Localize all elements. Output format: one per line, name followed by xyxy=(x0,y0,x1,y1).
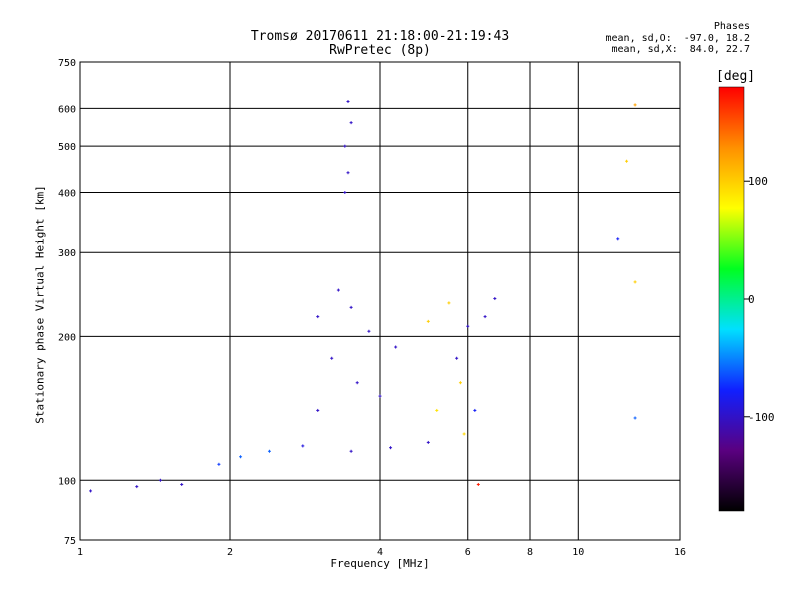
x-tick-label: 8 xyxy=(527,547,533,558)
data-point xyxy=(349,449,353,453)
data-point xyxy=(389,446,393,450)
y-tick-label: 600 xyxy=(58,104,76,115)
data-point xyxy=(346,171,350,175)
data-point xyxy=(349,121,353,125)
x-tick-label: 16 xyxy=(674,547,686,558)
data-point xyxy=(267,449,271,453)
chart-subtitle: RwPretec (8p) xyxy=(329,43,431,58)
data-point xyxy=(394,345,398,349)
plot-frame xyxy=(79,61,681,541)
data-point xyxy=(462,432,466,436)
tick-labels: 1 2 4 6 8 10 16 75 100 200 300 400 500 600 750 xyxy=(58,58,686,558)
y-tick-label: 100 xyxy=(58,476,76,487)
colorbar-tick-label: -100 xyxy=(748,411,775,424)
y-tick-label: 750 xyxy=(58,58,76,69)
data-point xyxy=(625,159,629,163)
data-point xyxy=(633,416,637,420)
colorbar-ticks: 100 0 -100 xyxy=(744,175,775,424)
y-tick-label: 500 xyxy=(58,142,76,153)
data-point xyxy=(466,324,470,328)
y-tick-label: 400 xyxy=(58,188,76,199)
data-point xyxy=(455,356,459,360)
data-point xyxy=(378,394,382,398)
data-point xyxy=(435,408,439,412)
data-point xyxy=(301,444,305,448)
data-point xyxy=(217,462,221,466)
y-tick-label: 200 xyxy=(58,332,76,343)
data-point xyxy=(89,489,93,493)
data-point xyxy=(458,381,462,385)
data-point xyxy=(633,280,637,284)
data-point xyxy=(476,482,480,486)
data-point xyxy=(493,297,497,301)
data-points xyxy=(89,100,637,493)
data-point xyxy=(483,315,487,319)
phase-stats-title: Phases xyxy=(713,21,750,32)
colorbar xyxy=(718,86,745,512)
colorbar-tick-label: 0 xyxy=(748,293,755,306)
chart-title: Tromsø 20170611 21:18:00-21:19:43 xyxy=(250,29,510,44)
data-point xyxy=(355,381,359,385)
colorbar-tick-label: 100 xyxy=(748,175,768,188)
data-point xyxy=(367,329,371,333)
x-tick-label: 2 xyxy=(227,547,233,558)
x-tick-label: 6 xyxy=(465,547,471,558)
data-point xyxy=(343,190,347,194)
data-point xyxy=(343,144,347,148)
y-tick-label: 75 xyxy=(64,536,76,547)
y-tick-label: 300 xyxy=(58,248,76,259)
data-point xyxy=(316,408,320,412)
data-point xyxy=(239,455,243,459)
data-point xyxy=(158,478,162,482)
data-point xyxy=(616,237,620,241)
data-point xyxy=(473,408,477,412)
data-point xyxy=(330,356,334,360)
data-point xyxy=(316,315,320,319)
phase-stats-o: mean, sd,O: -97.0, 18.2 xyxy=(605,33,751,44)
x-axis-label: Frequency [MHz] xyxy=(330,557,430,570)
data-point xyxy=(336,288,340,292)
y-axis-label: Stationary phase Virtual Height [km] xyxy=(33,185,47,424)
x-tick-label: 1 xyxy=(77,547,83,558)
x-tick-label: 10 xyxy=(572,547,584,558)
colorbar-label: [deg] xyxy=(716,69,756,84)
data-point xyxy=(426,440,430,444)
x-tick-label: 4 xyxy=(377,547,383,558)
data-point xyxy=(447,301,451,305)
phase-stats-x: mean, sd,X: 84.0, 22.7 xyxy=(611,44,750,55)
data-point xyxy=(349,305,353,309)
data-point xyxy=(180,482,184,486)
data-point xyxy=(426,319,430,323)
data-point xyxy=(346,100,350,104)
grid-layer xyxy=(79,61,681,541)
data-point xyxy=(135,485,139,489)
data-point xyxy=(633,103,637,107)
